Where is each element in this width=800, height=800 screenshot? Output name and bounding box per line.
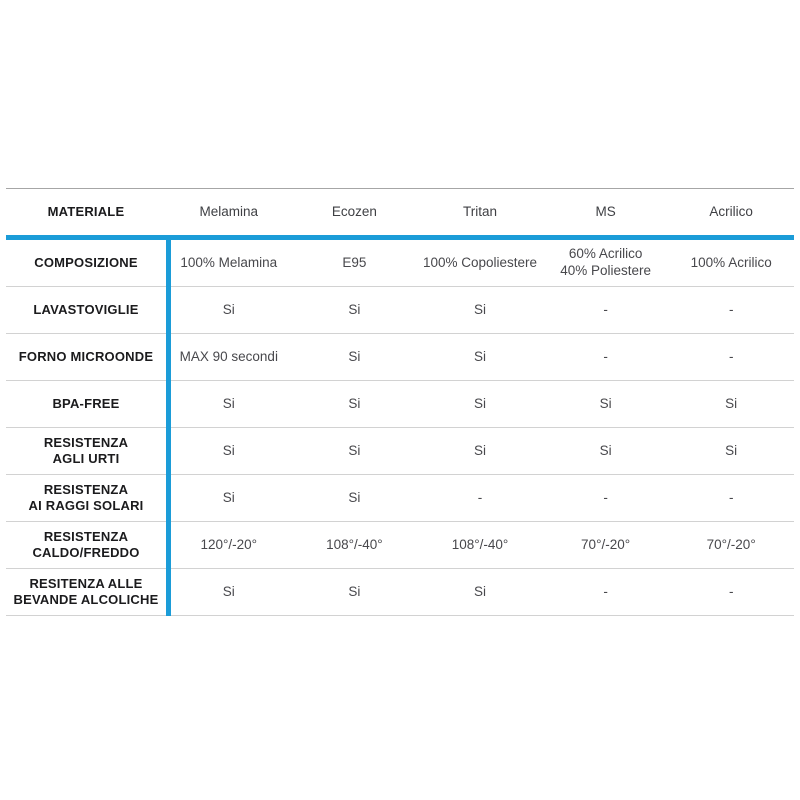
table-row-bpa-free: BPA-FREE Si Si Si Si Si	[6, 381, 794, 428]
table-cell: -	[728, 348, 734, 364]
table-cell: E95	[342, 254, 367, 270]
table-cell: 108°/-40°	[451, 536, 509, 552]
table-row-resistenza-caldo-freddo: RESISTENZA CALDO/FREDDO 120°/-20° 108°/-…	[6, 522, 794, 569]
table-cell: -	[728, 301, 734, 317]
column-header-tritan: Tritan	[462, 203, 497, 219]
table-row-resistenza-raggi-solari: RESISTENZA AI RAGGI SOLARI Si Si - - -	[6, 475, 794, 522]
column-header-ms: MS	[595, 203, 616, 219]
table-cell: Si	[348, 583, 361, 599]
table-cell: 100% Acrilico	[690, 254, 772, 270]
table-row-forno-microonde: FORNO MICROONDE MAX 90 secondi Si Si - -	[6, 334, 794, 381]
table-cell: Si	[599, 442, 612, 458]
table-cell: Si	[222, 583, 235, 599]
table-cell: Si	[473, 583, 486, 599]
table-cell: -	[603, 489, 608, 505]
table-cell: Si	[222, 489, 235, 505]
table-row-resistenza-urti: RESISTENZA AGLI URTI Si Si Si Si Si	[6, 428, 794, 475]
table-row-bevande-alcoliche: RESITENZA ALLE BEVANDE ALCOLICHE Si Si S…	[6, 569, 794, 616]
table-cell: 70°/-20°	[706, 536, 756, 552]
table-cell: 108°/-40°	[326, 536, 383, 552]
table-cell: Si	[348, 395, 361, 411]
row-label: LAVASTOVIGLIE	[33, 301, 139, 317]
row-label: BPA-FREE	[52, 395, 120, 411]
table-row-lavastoviglie: LAVASTOVIGLIE Si Si Si - -	[6, 287, 794, 334]
column-header-ecozen: Ecozen	[331, 203, 377, 219]
table-cell: -	[477, 489, 483, 505]
table-cell: 60% Acrilico 40% Poliestere	[560, 246, 651, 278]
blue-vertical-divider	[166, 240, 171, 616]
table-cell: 120°/-20°	[200, 536, 258, 552]
table-cell: Si	[473, 348, 486, 364]
table-cell: Si	[473, 301, 486, 317]
table-cell: -	[603, 583, 608, 599]
table-row-composizione: COMPOSIZIONE 100% Melamina E95 100% Copo…	[6, 240, 794, 287]
table-cell: Si	[725, 442, 738, 458]
table-cell: Si	[473, 442, 486, 458]
table-cell: -	[728, 583, 734, 599]
table-cell: Si	[348, 348, 361, 364]
header-materiale: MATERIALE	[47, 203, 125, 219]
table-cell: Si	[348, 442, 361, 458]
table-cell: Si	[725, 395, 738, 411]
table-cell: MAX 90 secondi	[179, 348, 278, 364]
column-header-acrilico: Acrilico	[709, 203, 753, 219]
table-cell: Si	[222, 395, 235, 411]
table-cell: 70°/-20°	[581, 536, 631, 552]
table-cell: -	[603, 348, 608, 364]
table-cell: Si	[473, 395, 486, 411]
table-cell: Si	[222, 301, 235, 317]
table-cell: Si	[348, 301, 361, 317]
row-label: RESISTENZA AI RAGGI SOLARI	[28, 481, 144, 513]
table-cell: -	[728, 489, 734, 505]
table-cell: Si	[348, 489, 361, 505]
table-header-row: MATERIALE Melamina Ecozen Tritan MS Acri…	[6, 189, 794, 240]
table-cell: Si	[599, 395, 612, 411]
row-label: FORNO MICROONDE	[18, 348, 154, 364]
table-cell: -	[603, 301, 608, 317]
column-header-melamina: Melamina	[199, 203, 259, 219]
row-label: RESITENZA ALLE BEVANDE ALCOLICHE	[13, 575, 159, 607]
table-cell: Si	[222, 442, 235, 458]
table-cell: 100% Melamina	[180, 254, 278, 270]
row-label: COMPOSIZIONE	[34, 254, 138, 270]
table-cell: 100% Copoliestere	[422, 254, 538, 270]
material-comparison-table: MATERIALE Melamina Ecozen Tritan MS Acri…	[6, 188, 794, 616]
row-label: RESISTENZA CALDO/FREDDO	[32, 528, 140, 560]
row-label: RESISTENZA AGLI URTI	[43, 434, 129, 466]
